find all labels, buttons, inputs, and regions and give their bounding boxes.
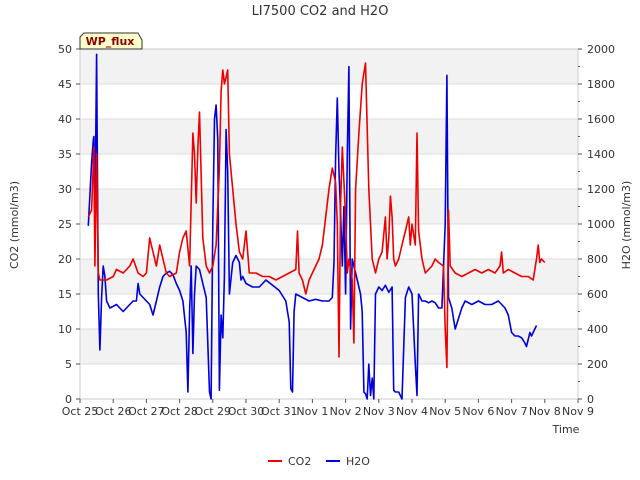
chart-title: LI7500 CO2 and H2O xyxy=(252,4,389,19)
x-tick-label: Nov 6 xyxy=(462,405,494,418)
left-tick-label: 0 xyxy=(65,393,72,406)
right-tick-label: 0 xyxy=(587,393,594,406)
right-tick-label: 800 xyxy=(587,253,608,266)
background-band xyxy=(80,84,578,119)
x-tick-label: Nov 3 xyxy=(363,405,395,418)
x-tick-label: Oct 25 xyxy=(62,405,99,418)
x-tick-label: Nov 4 xyxy=(396,405,428,418)
background-band xyxy=(80,329,578,364)
right-axis-title: H2O (mmol/m3) xyxy=(620,181,633,270)
badge-label: WP_flux xyxy=(86,35,135,48)
right-tick-label: 1600 xyxy=(587,113,615,126)
x-tick-label: Oct 29 xyxy=(195,405,232,418)
background-bands xyxy=(80,49,578,399)
x-tick-label: Oct 31 xyxy=(261,405,298,418)
legend-label-h2o: H2O xyxy=(346,455,370,468)
x-tick-label: Nov 9 xyxy=(562,405,594,418)
x-tick-label: Nov 7 xyxy=(496,405,528,418)
x-tick-label: Nov 2 xyxy=(330,405,362,418)
series-layer xyxy=(87,53,546,400)
right-tick-label: 400 xyxy=(587,323,608,336)
x-tick-label: Oct 30 xyxy=(228,405,265,418)
background-band xyxy=(80,119,578,154)
left-tick-label: 20 xyxy=(58,253,72,266)
x-tick-label: Nov 8 xyxy=(529,405,561,418)
left-tick-label: 30 xyxy=(58,183,72,196)
background-band xyxy=(80,364,578,399)
background-band xyxy=(80,224,578,259)
left-tick-label: 50 xyxy=(58,43,72,56)
left-tick-label: 35 xyxy=(58,148,72,161)
x-tick-label: Oct 27 xyxy=(128,405,165,418)
left-axis-ticks: 0 5 10 15 20 25 30 35 40 45 50 xyxy=(58,43,80,406)
wp-flux-badge: WP_flux xyxy=(79,32,143,50)
x-tick-label: Nov 1 xyxy=(296,405,328,418)
legend-label-co2: CO2 xyxy=(288,455,311,468)
x-tick-label: Oct 26 xyxy=(95,405,132,418)
right-tick-label: 1200 xyxy=(587,183,615,196)
right-tick-label: 1000 xyxy=(587,218,615,231)
left-tick-label: 45 xyxy=(58,78,72,91)
right-tick-label: 1800 xyxy=(587,78,615,91)
series-line-co2 xyxy=(87,62,546,369)
badge-shape xyxy=(79,32,143,50)
left-tick-label: 5 xyxy=(65,358,72,371)
left-tick-label: 15 xyxy=(58,288,72,301)
background-band xyxy=(80,294,578,329)
right-tick-label: 1400 xyxy=(587,148,615,161)
x-tick-label: Oct 28 xyxy=(161,405,198,418)
x-axis-title: Time xyxy=(552,423,580,436)
right-tick-label: 2000 xyxy=(587,43,615,56)
background-band xyxy=(80,154,578,189)
background-band xyxy=(80,49,578,84)
x-tick-label: Nov 5 xyxy=(429,405,461,418)
left-tick-label: 10 xyxy=(58,323,72,336)
right-tick-label: 200 xyxy=(587,358,608,371)
left-axis-title: CO2 (mmol/m3) xyxy=(8,181,21,269)
right-axis-ticks: 0 200 400 600 800 1000 1200 1400 1600 1800 2000 xyxy=(578,43,615,406)
right-tick-label: 600 xyxy=(587,288,608,301)
legend: CO2 H2O xyxy=(268,455,370,468)
left-tick-label: 40 xyxy=(58,113,72,126)
left-tick-label: 25 xyxy=(58,218,72,231)
